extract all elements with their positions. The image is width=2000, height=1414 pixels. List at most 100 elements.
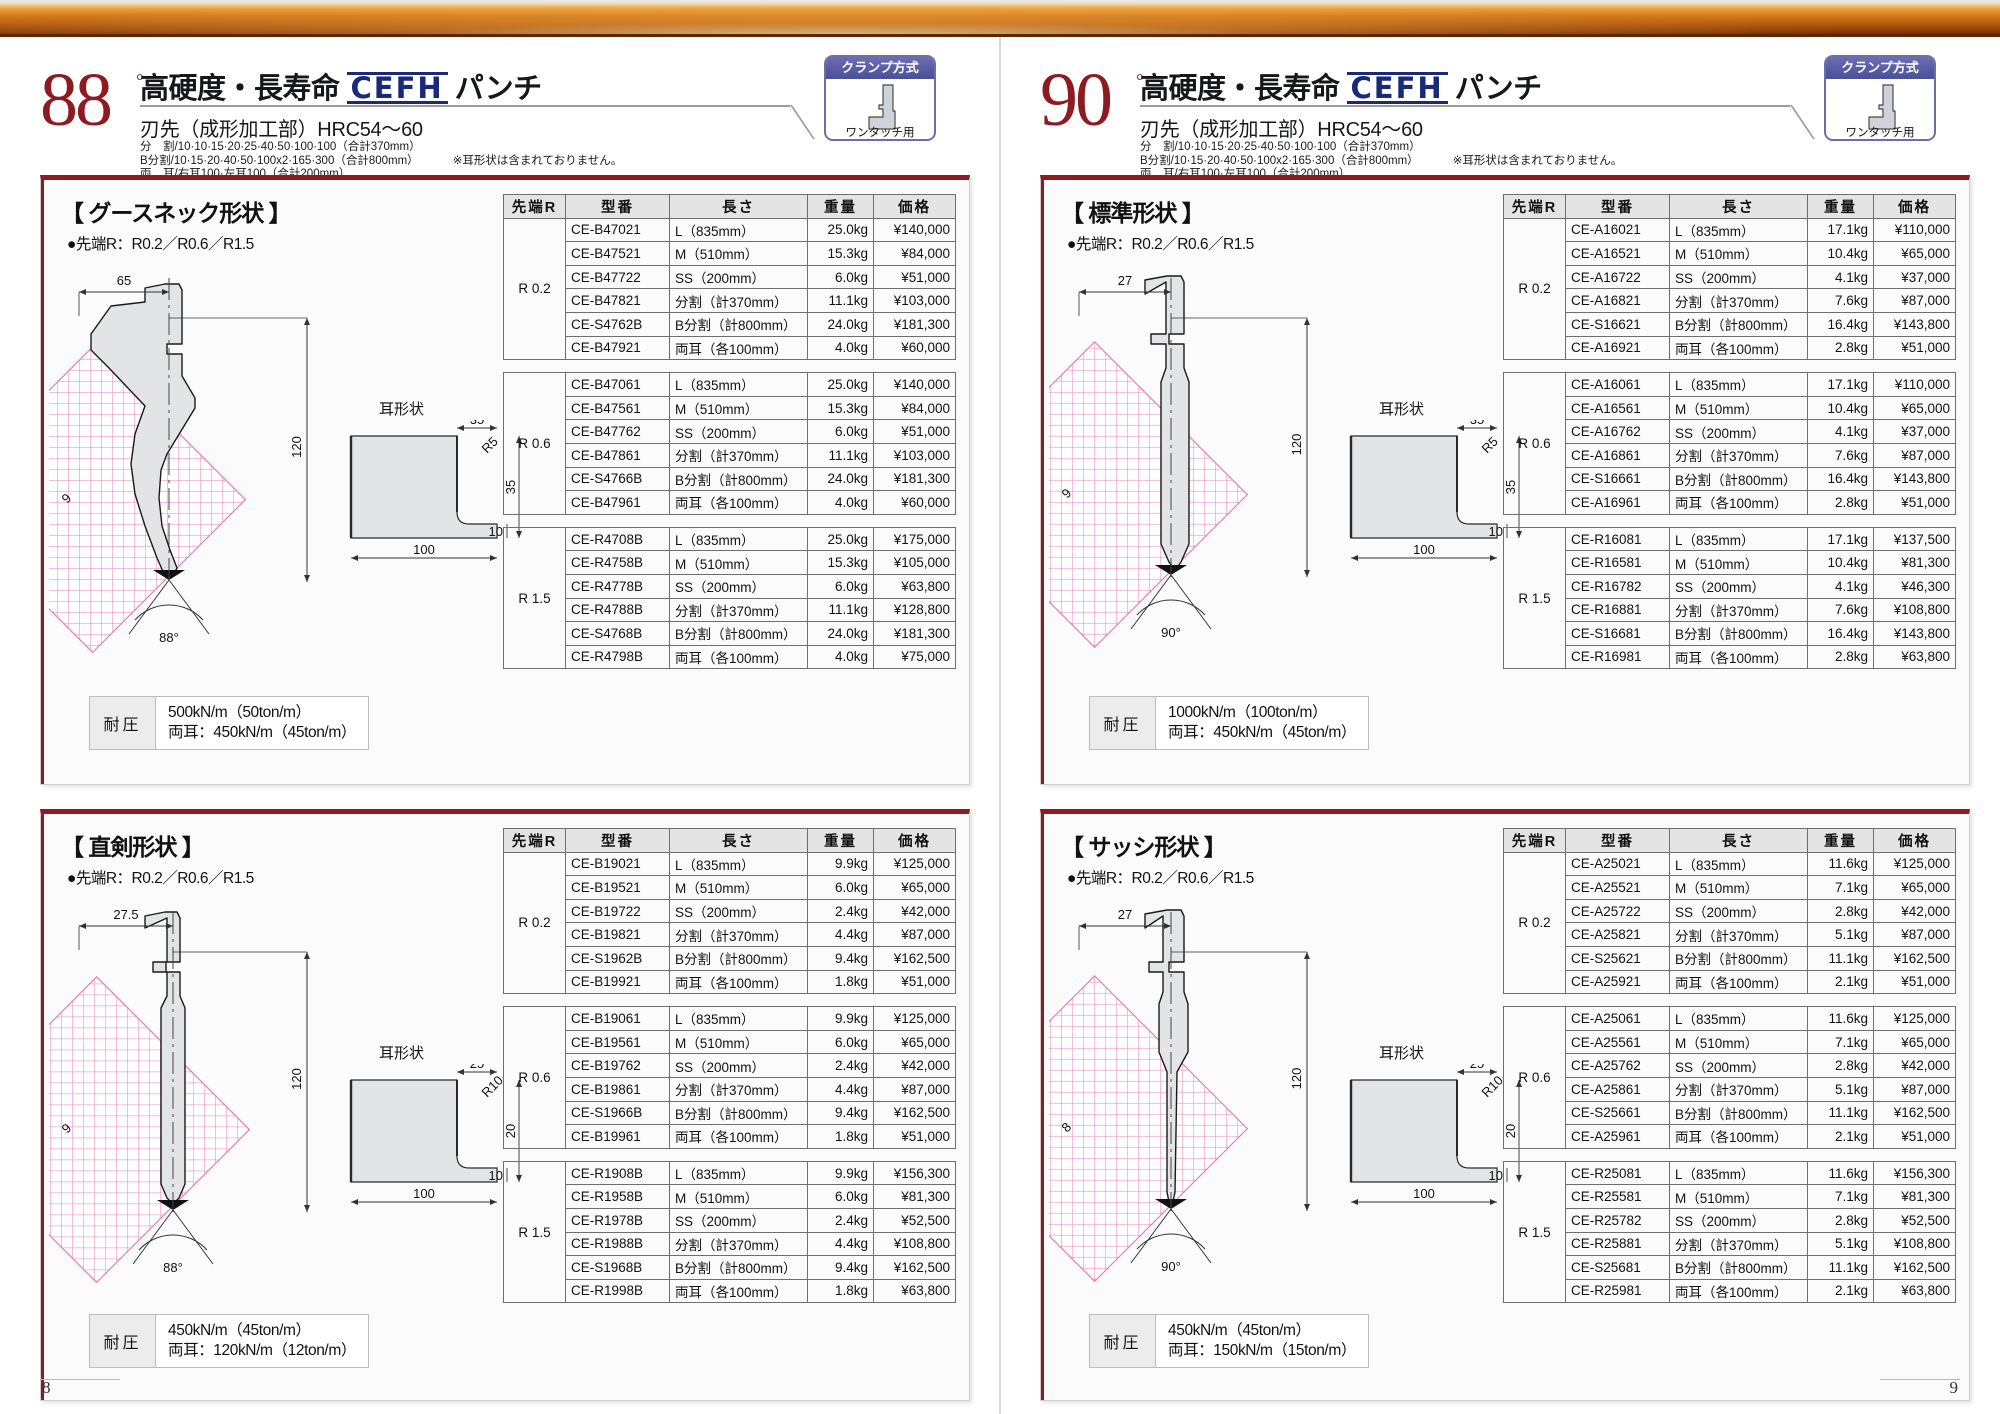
table-row[interactable]: CE-R25782 SS（200mm） 2.8kg ¥52,500	[1504, 1207, 1956, 1233]
table-row[interactable]: R 0.6 CE-B19061 L（835mm） 9.9kg ¥125,000	[503, 1006, 956, 1149]
table-row[interactable]: CE-S1966B B分割（計800mm） 9.4kg ¥162,500	[504, 1100, 956, 1126]
col-header-length: 長さ	[1669, 828, 1808, 853]
col-header-model: 型番	[565, 194, 670, 219]
table-row[interactable]: CE-S16621 B分割（計800mm） 16.4kg ¥143,800	[1504, 311, 1956, 337]
cell-model: CE-R4758B	[565, 550, 670, 575]
table-row[interactable]: R 0.2 CE-B19021 L（835mm） 9.9kg ¥125,000	[503, 851, 956, 995]
table-row[interactable]: CE-R1958B M（510mm） 6.0kg ¥81,300	[504, 1184, 956, 1209]
cell-weight: 2.4kg	[807, 1207, 874, 1233]
table-row[interactable]: R 0.2 CE-A16021 L（835mm） 17.1kg ¥110,000	[1503, 217, 1956, 361]
table-row[interactable]: CE-B19762 SS（200mm） 2.4kg ¥42,000	[504, 1053, 956, 1078]
col-header-model: 型番	[565, 828, 670, 853]
table-row[interactable]: R 0.6 CE-A25061 L（835mm） 11.6kg ¥125,000	[1503, 1006, 1956, 1149]
table-row[interactable]: CE-R16581 M（510mm） 10.4kg ¥81,300	[1504, 550, 1956, 575]
table-row[interactable]: CE-R4758B M（510mm） 15.3kg ¥105,000	[504, 550, 956, 575]
cell-price: ¥103,000	[873, 288, 956, 313]
table-row[interactable]: CE-A25561 M（510mm） 7.1kg ¥65,000	[1504, 1029, 1956, 1055]
table-row[interactable]: CE-R25881 分割（計370mm） 5.1kg ¥108,800	[1504, 1231, 1956, 1257]
table-row[interactable]: CE-R25981 両耳（各100mm） 2.1kg ¥63,800	[1504, 1278, 1956, 1304]
cell-price: ¥103,000	[873, 442, 956, 468]
table-row[interactable]: CE-B19722 SS（200mm） 2.4kg ¥42,000	[504, 898, 956, 924]
cell-weight: 9.9kg	[807, 851, 874, 877]
table-row[interactable]: R 0.6 CE-B47061 L（835mm） 25.0kg ¥140,000	[503, 372, 956, 515]
cell-length: SS（200mm）	[669, 1053, 808, 1078]
cell-weight: 4.1kg	[1807, 264, 1874, 290]
table-row[interactable]: CE-A25722 SS（200mm） 2.8kg ¥42,000	[1504, 898, 1956, 924]
table-row[interactable]: CE-R4788B 分割（計370mm） 11.1kg ¥128,800	[504, 597, 956, 623]
cell-price: ¥42,000	[1873, 898, 1956, 924]
cell-model: CE-R25782	[1565, 1207, 1670, 1233]
table-row[interactable]: CE-A16521 M（510mm） 10.4kg ¥65,000	[1504, 241, 1956, 266]
table-row[interactable]: CE-A16861 分割（計370mm） 7.6kg ¥87,000	[1504, 442, 1956, 468]
table-row[interactable]: R 0.2 CE-A25021 L（835mm） 11.6kg ¥125,000	[1503, 851, 1956, 995]
table-row[interactable]: CE-A25961 両耳（各100mm） 2.1kg ¥51,000	[1504, 1124, 1956, 1149]
pressure-rating-label: 耐圧	[90, 1315, 156, 1367]
table-row[interactable]: CE-S4768B B分割（計800mm） 24.0kg ¥181,300	[504, 621, 956, 646]
cell-length: M（510mm）	[669, 875, 808, 900]
punch-drawing-area: 27 120 8 90°	[1049, 892, 1469, 1362]
table-row[interactable]: CE-A25521 M（510mm） 7.1kg ¥65,000	[1504, 875, 1956, 900]
cell-model: CE-B47961	[565, 490, 670, 515]
svg-text:25: 25	[470, 1064, 484, 1071]
table-row[interactable]: CE-S16681 B分割（計800mm） 16.4kg ¥143,800	[1504, 621, 1956, 646]
table-row[interactable]: CE-A25762 SS（200mm） 2.8kg ¥42,000	[1504, 1053, 1956, 1078]
table-row[interactable]: R 0.6 CE-A16061 L（835mm） 17.1kg ¥110,000	[1503, 372, 1956, 515]
cell-model: CE-R1908B	[565, 1160, 670, 1186]
table-row[interactable]: CE-R1998B 両耳（各100mm） 1.8kg ¥63,800	[504, 1278, 956, 1304]
table-row[interactable]: CE-S1962B B分割（計800mm） 9.4kg ¥162,500	[504, 945, 956, 971]
table-row[interactable]: R 1.5 CE-R16081 L（835mm） 17.1kg ¥137,500	[1503, 526, 1956, 670]
table-row[interactable]: CE-R1988B 分割（計370mm） 4.4kg ¥108,800	[504, 1231, 956, 1257]
table-row[interactable]: CE-B19861 分割（計370mm） 4.4kg ¥87,000	[504, 1076, 956, 1102]
table-row[interactable]: CE-R25581 M（510mm） 7.1kg ¥81,300	[1504, 1184, 1956, 1209]
table-row[interactable]: R 1.5 CE-R4708B L（835mm） 25.0kg ¥175,000	[503, 526, 956, 670]
cell-price: ¥110,000	[1873, 372, 1956, 397]
cell-weight: 7.6kg	[1807, 288, 1874, 313]
ear-shape-drawing: 25 R10 100 10 20	[1349, 1056, 1522, 1205]
table-row[interactable]: CE-A16762 SS（200mm） 4.1kg ¥37,000	[1504, 419, 1956, 444]
table-header-row: 先端R 型番 長さ 重量 価格	[1503, 194, 1956, 219]
table-row[interactable]: CE-B47722 SS（200mm） 6.0kg ¥51,000	[504, 264, 956, 290]
table-row[interactable]: CE-B19821 分割（計370mm） 4.4kg ¥87,000	[504, 922, 956, 947]
table-row[interactable]: R 0.2 CE-B47021 L（835mm） 25.0kg ¥140,000	[503, 217, 956, 361]
table-row[interactable]: CE-A16961 両耳（各100mm） 2.8kg ¥51,000	[1504, 490, 1956, 515]
table-row[interactable]: CE-B47921 両耳（各100mm） 4.0kg ¥60,000	[504, 335, 956, 361]
table-row[interactable]: CE-A16821 分割（計370mm） 7.6kg ¥87,000	[1504, 288, 1956, 313]
table-row[interactable]: CE-R1978B SS（200mm） 2.4kg ¥52,500	[504, 1207, 956, 1233]
punch-profile-drawing: 27 120 9 90°	[1049, 273, 1310, 649]
table-row[interactable]: CE-A25861 分割（計370mm） 5.1kg ¥87,000	[1504, 1076, 1956, 1102]
clamp-method-badge: クランプ方式 ワンタッチ用	[1824, 55, 1936, 141]
table-row[interactable]: R 1.5 CE-R25081 L（835mm） 11.6kg ¥156,300	[1503, 1160, 1956, 1304]
table-row[interactable]: CE-B19521 M（510mm） 6.0kg ¥65,000	[504, 875, 956, 900]
table-row[interactable]: CE-S4762B B分割（計800mm） 24.0kg ¥181,300	[504, 311, 956, 337]
table-row[interactable]: CE-A25921 両耳（各100mm） 2.1kg ¥51,000	[1504, 969, 1956, 995]
table-row[interactable]: CE-B47561 M（510mm） 15.3kg ¥84,000	[504, 395, 956, 421]
table-row[interactable]: CE-A16921 両耳（各100mm） 2.8kg ¥51,000	[1504, 335, 1956, 361]
table-row[interactable]: CE-S1968B B分割（計800mm） 9.4kg ¥162,500	[504, 1255, 956, 1280]
cell-weight: 5.1kg	[1807, 1076, 1874, 1102]
table-row[interactable]: CE-R4798B 両耳（各100mm） 4.0kg ¥75,000	[504, 644, 956, 670]
table-row[interactable]: R 1.5 CE-R1908B L（835mm） 9.9kg ¥156,300	[503, 1160, 956, 1304]
table-row[interactable]: CE-S25681 B分割（計800mm） 11.1kg ¥162,500	[1504, 1255, 1956, 1280]
table-row[interactable]: CE-S25661 B分割（計800mm） 11.1kg ¥162,500	[1504, 1100, 1956, 1126]
table-row[interactable]: CE-B19561 M（510mm） 6.0kg ¥65,000	[504, 1029, 956, 1055]
table-row[interactable]: CE-R4778B SS（200mm） 6.0kg ¥63,800	[504, 573, 956, 599]
table-row[interactable]: CE-A16561 M（510mm） 10.4kg ¥65,000	[1504, 395, 1956, 421]
table-row[interactable]: CE-B19961 両耳（各100mm） 1.8kg ¥51,000	[504, 1124, 956, 1149]
table-row[interactable]: CE-B47961 両耳（各100mm） 4.0kg ¥60,000	[504, 490, 956, 515]
cell-weight: 9.9kg	[807, 1160, 874, 1186]
table-row[interactable]: CE-S4766B B分割（計800mm） 24.0kg ¥181,300	[504, 466, 956, 492]
table-row[interactable]: CE-B47521 M（510mm） 15.3kg ¥84,000	[504, 241, 956, 266]
table-row[interactable]: CE-A25821 分割（計370mm） 5.1kg ¥87,000	[1504, 922, 1956, 947]
table-row[interactable]: CE-S16661 B分割（計800mm） 16.4kg ¥143,800	[1504, 466, 1956, 492]
table-row[interactable]: CE-R16881 分割（計370mm） 7.6kg ¥108,800	[1504, 597, 1956, 623]
cell-weight: 11.1kg	[1807, 1100, 1874, 1126]
table-row[interactable]: CE-A16722 SS（200mm） 4.1kg ¥37,000	[1504, 264, 1956, 290]
table-row[interactable]: CE-S25621 B分割（計800mm） 11.1kg ¥162,500	[1504, 945, 1956, 971]
table-row[interactable]: CE-B47861 分割（計370mm） 11.1kg ¥103,000	[504, 442, 956, 468]
table-row[interactable]: CE-B19921 両耳（各100mm） 1.8kg ¥51,000	[504, 969, 956, 995]
table-row[interactable]: CE-R16782 SS（200mm） 4.1kg ¥46,300	[1504, 573, 1956, 599]
table-row[interactable]: CE-B47821 分割（計370mm） 11.1kg ¥103,000	[504, 288, 956, 313]
table-row[interactable]: CE-R16981 両耳（各100mm） 2.8kg ¥63,800	[1504, 644, 1956, 670]
cell-length: 分割（計370mm）	[1669, 1231, 1808, 1257]
table-row[interactable]: CE-B47762 SS（200mm） 6.0kg ¥51,000	[504, 419, 956, 444]
